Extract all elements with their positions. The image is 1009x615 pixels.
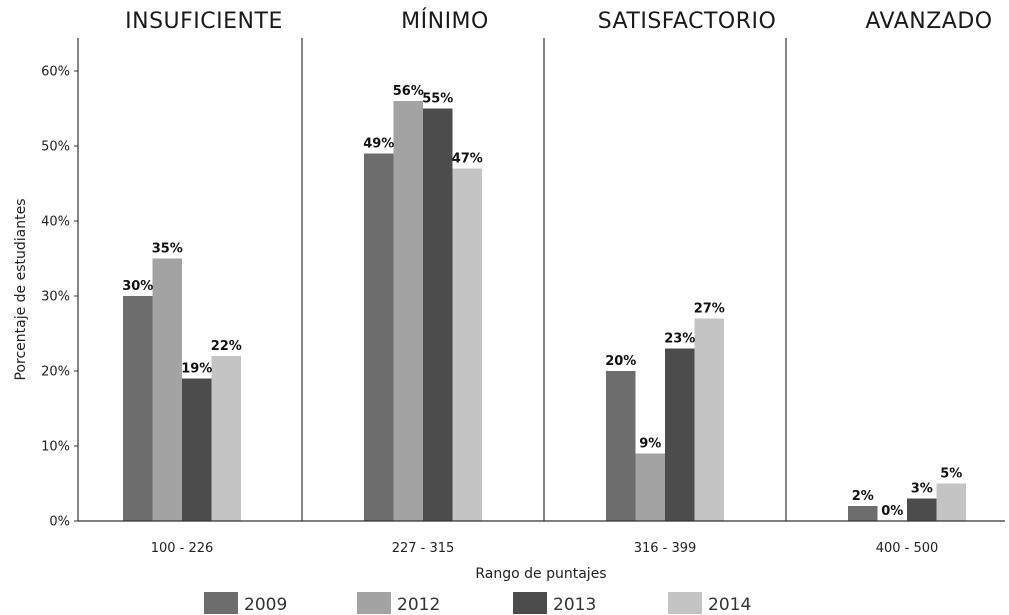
y-tick-label: 40% [41, 215, 70, 230]
data-label: 9% [639, 437, 661, 452]
bar-2009-1 [123, 296, 153, 521]
bar-2009-4 [848, 506, 878, 521]
data-label: 30% [122, 279, 153, 294]
bar-2012-2 [393, 101, 423, 521]
data-label: 35% [152, 242, 183, 257]
group-title-3: SATISFACTORIO [598, 9, 777, 34]
group-dividers [301, 38, 787, 521]
data-label: 2% [852, 489, 874, 504]
data-label: 49% [363, 137, 394, 152]
bar-2014-3 [694, 318, 724, 521]
legend-label: 2009 [244, 595, 287, 615]
data-label: 3% [911, 482, 933, 497]
legend-label: 2013 [553, 595, 596, 615]
bar-2014-1 [211, 356, 241, 521]
y-axis-title: Porcentaje de estudiantes [13, 198, 29, 380]
x-tick-label: 227 - 315 [392, 541, 455, 556]
bar-2013-3 [665, 348, 695, 521]
bar-2013-4 [907, 498, 937, 521]
legend-swatch-2009 [204, 592, 238, 614]
bar-2014-2 [452, 168, 482, 521]
data-label: 5% [940, 467, 962, 482]
data-label: 47% [452, 152, 483, 167]
legend-swatch-2014 [668, 592, 702, 614]
data-label: 23% [664, 332, 695, 347]
legend-label: 2014 [708, 595, 751, 615]
bars [123, 101, 966, 521]
legend-swatch-2013 [513, 592, 547, 614]
y-tick-label: 50% [41, 140, 70, 155]
legend-label: 2012 [397, 595, 440, 615]
x-tick-label: 400 - 500 [876, 541, 939, 556]
legend: 2009 2012 2013 2014 [204, 592, 751, 615]
data-labels: 30% 35% 19% 22% 49% 56%55% 47% 20% 9% 23% 27% 2% 0% 3… [122, 84, 962, 519]
data-label: 22% [211, 339, 242, 354]
x-axis: 100 - 226 227 - 315 316 - 399 400 - 500 [78, 520, 1005, 556]
group-title-2: MÍNIMO [401, 8, 489, 34]
bar-2012-1 [152, 258, 182, 521]
bar-2013-1 [182, 378, 212, 521]
x-tick-label: 316 - 399 [634, 541, 697, 556]
data-label: 20% [605, 354, 636, 369]
y-tick-label: 60% [41, 65, 70, 80]
y-tick-label: 0% [49, 515, 70, 530]
bar-2014-4 [936, 483, 966, 521]
group-title-4: AVANZADO [865, 9, 992, 34]
bar-2012-3 [635, 453, 665, 521]
data-label: 56% [393, 84, 424, 99]
y-tick-label: 10% [41, 440, 70, 455]
bar-2013-2 [423, 108, 453, 521]
y-tick-label: 30% [41, 290, 70, 305]
data-label: 19% [181, 362, 212, 377]
group-title-1: INSUFICIENTE [125, 9, 283, 34]
group-titles: INSUFICIENTE MÍNIMO SATISFACTORIO AVANZADO [125, 8, 992, 34]
bar-2009-3 [606, 371, 636, 521]
x-tick-label: 100 - 226 [151, 541, 214, 556]
x-axis-title: Rango de puntajes [475, 566, 606, 582]
data-label: 27% [694, 302, 725, 317]
data-label: 55% [422, 92, 453, 107]
bar-2009-2 [364, 153, 394, 521]
data-label: 0% [881, 504, 903, 519]
y-tick-label: 20% [41, 365, 70, 380]
y-axis: 0% 10% 20% 30% 40% 50% 60% [41, 38, 79, 530]
legend-swatch-2012 [357, 592, 391, 614]
